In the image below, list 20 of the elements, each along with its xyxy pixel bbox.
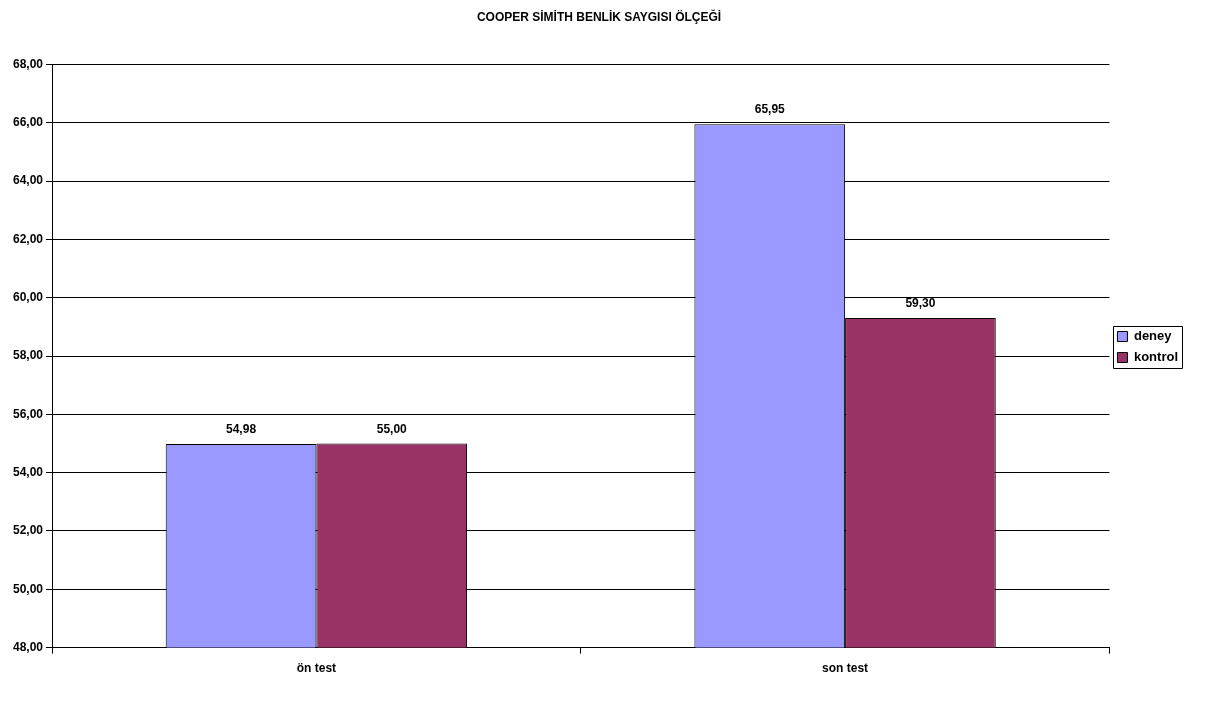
legend-label: deney bbox=[1133, 328, 1173, 344]
data-label: 59,30 bbox=[905, 296, 936, 311]
x-tick-label: ön test bbox=[296, 661, 337, 676]
legend-label: kontrol bbox=[1133, 349, 1179, 365]
y-tick-label: 50,00 bbox=[13, 581, 44, 596]
y-tick-label: 48,00 bbox=[13, 639, 44, 654]
data-label: 65,95 bbox=[754, 102, 786, 117]
data-label: 55,00 bbox=[376, 421, 408, 436]
data-label: 54,98 bbox=[226, 422, 257, 437]
y-tick-label: 66,00 bbox=[13, 115, 44, 130]
y-tick-label: 60,00 bbox=[13, 289, 44, 304]
y-tick-label: 58,00 bbox=[13, 348, 44, 363]
y-tick-label: 52,00 bbox=[13, 523, 44, 538]
y-tick-label: 64,00 bbox=[13, 173, 44, 188]
y-tick-label: 62,00 bbox=[13, 231, 44, 246]
y-tick-label: 54,00 bbox=[13, 464, 44, 479]
y-tick-label: 56,00 bbox=[13, 406, 44, 421]
chart-title: COOPER SİMİTH BENLİK SAYGISI ÖLÇEĞİ bbox=[476, 8, 722, 24]
x-tick-label: son test bbox=[822, 661, 869, 676]
y-tick-label: 68,00 bbox=[13, 56, 44, 71]
